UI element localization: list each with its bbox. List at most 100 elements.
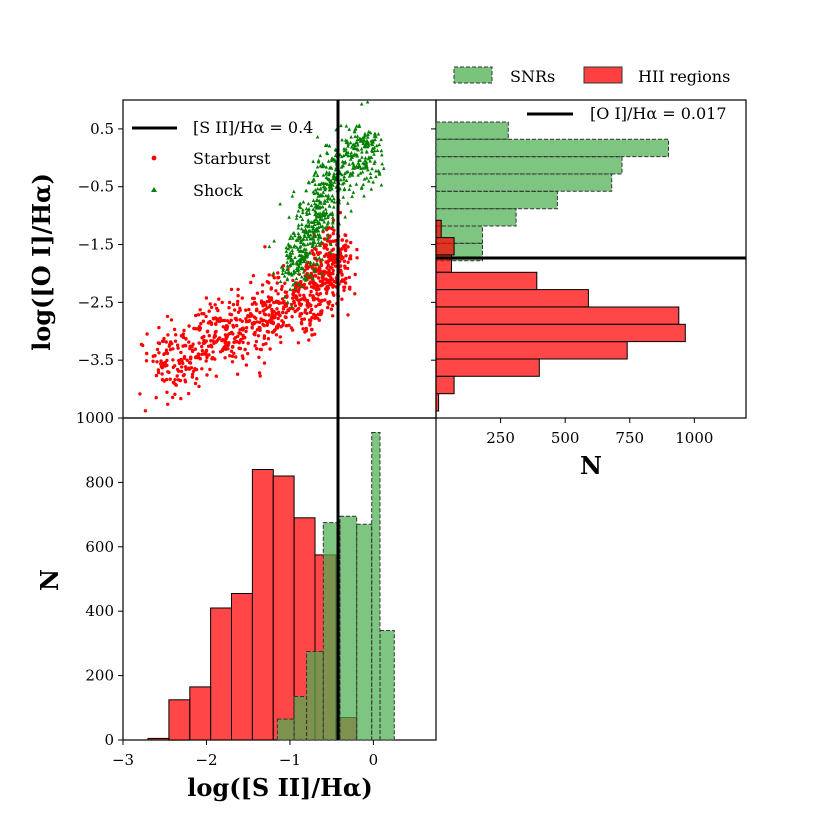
starburst-point: [331, 291, 335, 295]
shock-point: [347, 127, 352, 131]
shock-point: [303, 234, 307, 238]
starburst-point: [257, 371, 262, 375]
starburst-point: [291, 296, 295, 300]
shock-point: [285, 263, 290, 268]
shock-point: [351, 190, 356, 194]
starburst-point: [188, 360, 192, 365]
shock-point: [321, 190, 326, 194]
shock-point: [328, 250, 333, 255]
right-hist-bar: [435, 358, 540, 377]
shock-point: [369, 141, 374, 146]
starburst-point: [236, 287, 240, 292]
shock-point: [329, 166, 334, 170]
starburst-point: [318, 292, 323, 296]
starburst-point: [345, 266, 350, 271]
starburst-point: [257, 355, 261, 359]
right-x-tick-label: 750: [615, 429, 644, 447]
shock-point: [302, 276, 306, 281]
right-hist-bar: [435, 138, 669, 158]
starburst-point: [165, 390, 169, 394]
shock-point: [365, 144, 370, 149]
starburst-point: [217, 297, 221, 301]
starburst-point: [187, 324, 191, 328]
shock-point: [308, 260, 313, 264]
shock-point: [290, 236, 295, 240]
starburst-point: [205, 330, 210, 334]
starburst-point: [191, 342, 195, 346]
shock-point: [292, 243, 297, 248]
starburst-point: [220, 348, 225, 353]
starburst-point: [322, 269, 326, 273]
shock-point: [368, 171, 373, 176]
shock-point: [306, 218, 310, 222]
shock-point: [319, 271, 324, 276]
starburst-point: [340, 238, 344, 242]
starburst-point: [244, 329, 248, 334]
shock-point: [302, 230, 307, 234]
right-hist-bar: [435, 271, 538, 291]
starburst-point: [346, 245, 350, 249]
starburst-point: [213, 303, 217, 307]
bottom-y-tick-label: 400: [85, 602, 114, 620]
shock-point: [318, 216, 323, 220]
right-hist-bar: [435, 289, 589, 308]
starburst-point: [229, 287, 234, 292]
starburst-point: [191, 369, 196, 373]
shock-point: [318, 211, 322, 215]
shock-point: [331, 205, 336, 209]
starburst-point: [308, 310, 313, 315]
starburst-point: [343, 277, 348, 281]
shock-point: [366, 129, 371, 134]
starburst-point: [169, 318, 174, 322]
shock-point: [290, 251, 295, 255]
starburst-point: [181, 344, 185, 348]
shock-point: [298, 234, 303, 239]
starburst-point: [214, 374, 218, 378]
starburst-point: [279, 287, 284, 291]
starburst-point: [200, 344, 204, 349]
starburst-point: [269, 320, 273, 324]
shock-point: [316, 240, 321, 244]
right-hist-bar: [435, 306, 680, 325]
shock-point: [309, 203, 314, 208]
shock-point: [306, 220, 311, 224]
bottom-y-tick-label: 1000: [76, 409, 114, 427]
starburst-point: [168, 377, 172, 381]
shock-point: [332, 196, 336, 201]
starburst-point: [165, 314, 170, 319]
shock-point: [324, 210, 329, 214]
starburst-point: [252, 315, 257, 319]
starburst-point: [269, 317, 273, 321]
starburst-point: [205, 355, 209, 360]
shock-point: [313, 171, 317, 175]
shock-point: [285, 260, 290, 264]
starburst-point: [276, 271, 280, 275]
shock-point: [296, 282, 301, 286]
starburst-point: [211, 350, 215, 354]
shock-point: [326, 214, 331, 218]
shock-point: [325, 151, 330, 156]
starburst-point: [353, 292, 357, 296]
shock-point: [326, 159, 331, 163]
starburst-point: [291, 288, 295, 292]
starburst-point: [318, 271, 322, 275]
legend-hii-label: HII regions: [638, 67, 730, 86]
shock-point: [312, 269, 317, 274]
shock-point: [363, 158, 367, 163]
shock-point: [331, 219, 335, 224]
shock-point: [312, 201, 317, 206]
starburst-point: [175, 367, 180, 372]
main-y-tick-label: −0.5: [78, 178, 114, 196]
main-y-axis-label: log([O I]/Hα): [27, 173, 56, 351]
starburst-point: [272, 316, 276, 320]
shock-point: [372, 161, 376, 165]
starburst-point: [343, 247, 348, 251]
starburst-point: [281, 310, 285, 315]
starburst-point: [260, 319, 265, 323]
starburst-point: [290, 328, 295, 332]
shock-point: [315, 135, 320, 139]
legend-snrs-swatch: [453, 66, 493, 84]
shock-point: [301, 270, 306, 274]
shock-point: [318, 224, 323, 228]
shock-point: [379, 137, 383, 142]
